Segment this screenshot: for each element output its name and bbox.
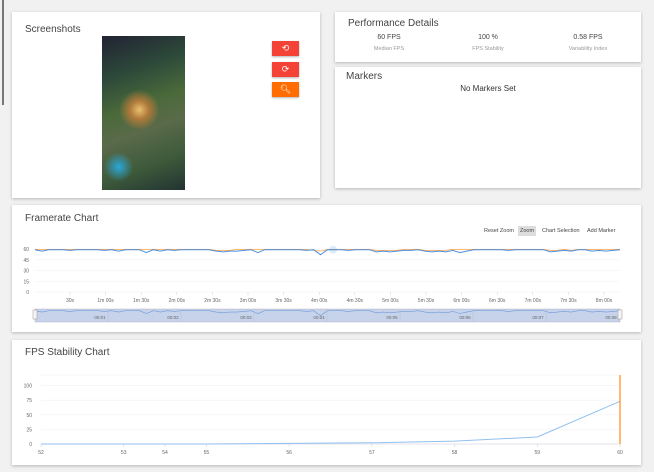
zoom-screenshot-button[interactable]: 🔍︎ <box>272 82 299 97</box>
x-tick-label: 57 <box>369 450 375 456</box>
x-tick-label: 58 <box>452 450 458 456</box>
x-tick-label: 52 <box>38 450 44 456</box>
screenshots-card: Screenshots ⟲ ⟳ 🔍︎ <box>12 12 320 198</box>
x-tick-label: 6m 30s <box>489 298 506 304</box>
navigator-tick-label: 00:03 <box>240 315 252 320</box>
x-tick-label: 59 <box>535 450 541 456</box>
x-tick-label: 3m 30s <box>275 298 292 304</box>
rotate-right-icon: ⟳ <box>281 64 290 74</box>
fps-stability-title: FPS Stability Chart <box>25 347 110 358</box>
zoom-icon: 🔍︎ <box>279 84 292 94</box>
performance-details-card: Performance Details 60 FPS Median FPS 100… <box>335 12 641 62</box>
chart-selection-button[interactable]: Chart Selection <box>542 228 580 234</box>
x-tick-label: 7m 30s <box>560 298 577 304</box>
framerate-title: Framerate Chart <box>25 213 99 224</box>
screenshots-title: Screenshots <box>25 24 81 35</box>
y-tick-label: 45 <box>23 258 29 264</box>
navigator-tick-label: 00:07 <box>532 315 544 320</box>
x-tick-label: 4m 00s <box>311 298 328 304</box>
x-tick-label: 5m 30s <box>418 298 435 304</box>
x-tick-label: 56 <box>286 450 292 456</box>
framerate-chart-card: Framerate Chart Reset Zoom Zoom Chart Se… <box>12 205 641 332</box>
x-tick-label: 4m 30s <box>347 298 364 304</box>
no-markers-message: No Markers Set <box>460 84 516 93</box>
performance-title: Performance Details <box>348 18 439 29</box>
navigator-tick-label: 00:05 <box>386 315 398 320</box>
stat-label: Variability Index <box>568 46 608 52</box>
zoom-button[interactable]: Zoom <box>518 226 537 236</box>
rotate-left-button[interactable]: ⟲ <box>272 41 299 56</box>
x-tick-label: 6m 00s <box>453 298 470 304</box>
navigator-series <box>34 310 621 316</box>
y-tick-label: 0 <box>29 442 32 448</box>
x-tick-label: 54 <box>162 450 168 456</box>
fps-series-line <box>34 249 621 256</box>
y-tick-label: 30 <box>23 269 29 275</box>
game-screenshot[interactable] <box>102 36 185 190</box>
y-tick-label: 0 <box>26 290 29 296</box>
stat-label: Median FPS <box>373 46 405 52</box>
navigator-tick-label: 00:04 <box>313 315 325 320</box>
x-tick-label: 3m 00s <box>240 298 257 304</box>
y-tick-label: 60 <box>23 247 29 253</box>
stat-fps-stability: 100 % FPS Stability <box>438 34 538 52</box>
markers-card: Markers No Markers Set <box>335 67 641 188</box>
x-tick-label: 5m 00s <box>382 298 399 304</box>
stat-value: 0.58 FPS <box>573 34 603 41</box>
x-tick-label: 7m 00s <box>525 298 542 304</box>
add-marker-button[interactable]: Add Marker <box>587 228 616 234</box>
framerate-chart[interactable]: 60 45 30 15 0 30s 1m 00s 1m 30s 2m 00s 2m 30s 3m 0… <box>12 205 641 332</box>
x-tick-label: 60 <box>617 450 623 456</box>
x-tick-label: 1m 00s <box>97 298 114 304</box>
navigator-handle[interactable] <box>32 309 38 320</box>
stat-value: 60 FPS <box>377 34 401 41</box>
y-tick-label: 25 <box>26 427 32 433</box>
markers-title: Markers <box>346 71 383 82</box>
stability-series-line <box>41 400 621 445</box>
navigator-tick-label: 00:02 <box>167 315 179 320</box>
stat-variability-index: 0.58 FPS Variability Index <box>538 34 638 52</box>
stat-value: 100 % <box>478 34 498 41</box>
navigator-tick-label: 00:01 <box>94 315 106 320</box>
navigator-tick-label: 00:08 <box>605 315 617 320</box>
fps-stability-chart[interactable]: 100 75 50 25 0 52 53 54 55 56 57 58 59 60 <box>12 340 641 465</box>
fps-stability-card: FPS Stability Chart 100 75 50 25 0 52 53 54 55 56… <box>12 340 641 465</box>
x-tick-label: 1m 30s <box>133 298 150 304</box>
stat-median-fps: 60 FPS Median FPS <box>339 34 439 52</box>
y-tick-label: 75 <box>26 398 32 404</box>
rotate-right-button[interactable]: ⟳ <box>272 62 299 77</box>
x-tick-label: 2m 00s <box>169 298 186 304</box>
y-tick-label: 50 <box>26 413 32 419</box>
x-tick-label: 30s <box>66 298 75 304</box>
hover-marker <box>329 245 337 254</box>
x-tick-label: 8m 00s <box>596 298 613 304</box>
x-tick-label: 55 <box>204 450 210 456</box>
navigator-handle[interactable] <box>617 309 623 320</box>
y-tick-label: 15 <box>23 279 29 285</box>
stat-label: FPS Stability <box>472 46 504 52</box>
y-tick-label: 100 <box>24 384 33 390</box>
rotate-left-icon: ⟲ <box>281 43 290 53</box>
x-tick-label: 2m 30s <box>204 298 221 304</box>
reset-zoom-button[interactable]: Reset Zoom <box>484 228 514 234</box>
navigator-tick-label: 00:06 <box>459 315 471 320</box>
x-tick-label: 53 <box>121 450 127 456</box>
window-edge <box>2 0 4 105</box>
